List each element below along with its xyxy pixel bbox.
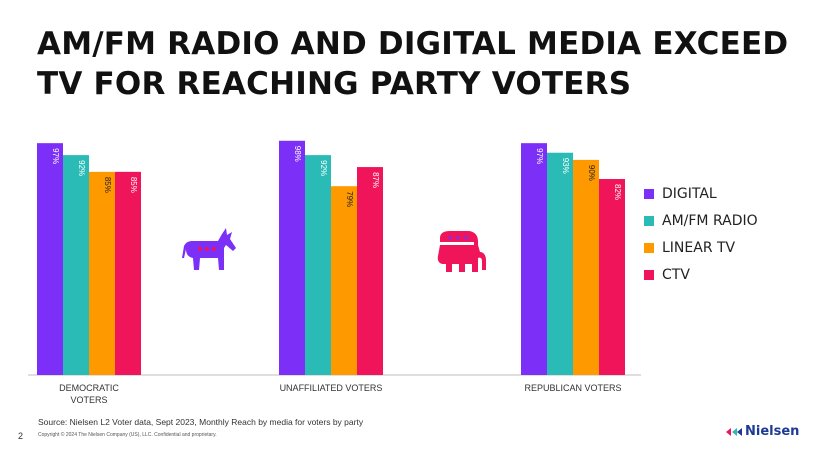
data-label: 85% [129, 177, 138, 193]
legend-swatch [644, 242, 654, 253]
data-label: 87% [371, 172, 380, 188]
page-number: 2 [18, 431, 24, 441]
legend-item-am-fm-radio: AM/FM RADIO [644, 207, 758, 234]
bar-linear-tv-2 [573, 159, 599, 375]
legend-swatch [644, 188, 654, 199]
data-label: 79% [345, 191, 354, 207]
legend-swatch [644, 215, 654, 226]
nielsen-logo-icon [726, 427, 742, 436]
svg-text:★: ★ [463, 234, 469, 242]
svg-text:★: ★ [455, 234, 461, 242]
legend-swatch [644, 269, 654, 280]
bar-am-fm-radio-2 [547, 152, 573, 375]
legend-item-linear-tv: LINEAR TV [644, 234, 758, 261]
x-tick-label: UNAFFILIATED VOTERS [280, 383, 383, 393]
bar-am-fm-radio-1 [305, 155, 331, 375]
donkey-icon [182, 228, 236, 270]
legend-item-ctv: CTV [644, 261, 758, 288]
copyright-note: Copyright © 2024 The Nielsen Company (US… [38, 432, 217, 438]
bar-digital-2 [521, 143, 547, 375]
data-label: 97% [535, 148, 544, 164]
legend-label: DIGITAL [662, 185, 717, 202]
data-label: 85% [103, 177, 112, 193]
data-label: 92% [77, 160, 86, 176]
bar-linear-tv-1 [331, 186, 357, 375]
data-label: 98% [293, 146, 302, 162]
x-tick-label: REPUBLICAN VOTERS [524, 383, 621, 393]
data-label: 97% [51, 148, 60, 164]
bar-ctv-2 [599, 179, 625, 375]
elephant-icon: ★ ★ ★ [437, 231, 486, 272]
nielsen-logo-text: Nielsen [745, 424, 800, 439]
data-label: 92% [319, 160, 328, 176]
data-label: 93% [561, 158, 570, 174]
source-note: Source: Nielsen L2 Voter data, Sept 2023… [38, 417, 364, 427]
bar-linear-tv-0 [89, 171, 115, 375]
nielsen-logo: Nielsen [726, 424, 799, 439]
data-label: 82% [613, 184, 622, 200]
data-label: 90% [587, 165, 596, 181]
legend: DIGITAL AM/FM RADIO LINEAR TV CTV [644, 180, 758, 288]
x-tick-label: DEMOCRATIC VOTERS [59, 383, 119, 405]
legend-label: LINEAR TV [662, 239, 736, 256]
bar-ctv-1 [357, 167, 383, 375]
legend-label: CTV [662, 266, 690, 283]
legend-item-digital: DIGITAL [644, 180, 758, 207]
bar-ctv-0 [115, 171, 141, 375]
bar-digital-1 [279, 140, 305, 375]
page-title: AM/FM RADIO AND DIGITAL MEDIA EXCEED TV … [37, 26, 789, 102]
bar-am-fm-radio-0 [63, 155, 89, 375]
bar-digital-0 [37, 143, 63, 375]
svg-text:★: ★ [447, 234, 453, 242]
legend-label: AM/FM RADIO [662, 212, 758, 229]
